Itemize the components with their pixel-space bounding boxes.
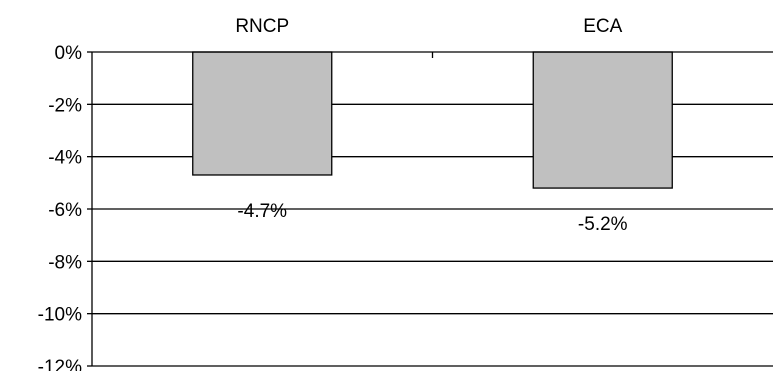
- y-tick-label: -6%: [48, 200, 82, 221]
- bars: [192, 51, 673, 189]
- y-tick-label: -2%: [48, 95, 82, 116]
- y-tick-label: -12%: [38, 357, 82, 371]
- axes: [87, 51, 773, 367]
- category-label: RNCP: [235, 16, 289, 37]
- data-labels: -4.7% -5.2%: [237, 201, 627, 235]
- y-tick-labels: 0% -2% -4% -6% -8% -10% -12%: [38, 43, 82, 371]
- data-label: -4.7%: [237, 201, 287, 222]
- y-tick-label: -4%: [48, 148, 82, 169]
- y-tick-label: -10%: [38, 305, 82, 326]
- bar-rncp: [192, 51, 333, 176]
- y-tick-label: 0%: [55, 43, 83, 64]
- bar-eca: [532, 51, 673, 189]
- category-label: ECA: [583, 16, 622, 37]
- data-label: -5.2%: [578, 214, 628, 235]
- y-tick-label: -8%: [48, 252, 82, 273]
- category-labels: RNCP ECA: [235, 16, 622, 37]
